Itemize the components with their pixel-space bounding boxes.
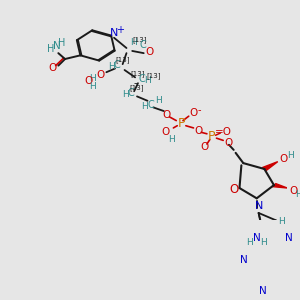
Text: H: H bbox=[296, 190, 300, 199]
Text: H: H bbox=[58, 38, 66, 48]
Text: [13]: [13] bbox=[133, 37, 147, 43]
Text: N: N bbox=[52, 41, 60, 51]
Text: O: O bbox=[162, 127, 170, 136]
Text: [13]: [13] bbox=[130, 84, 144, 91]
Text: O: O bbox=[289, 186, 297, 196]
Text: O: O bbox=[189, 107, 198, 118]
Text: N: N bbox=[285, 233, 293, 243]
Text: N: N bbox=[254, 201, 263, 211]
Text: C: C bbox=[128, 88, 135, 98]
Text: N: N bbox=[259, 286, 266, 296]
Text: O: O bbox=[84, 76, 92, 86]
Text: O: O bbox=[225, 138, 233, 148]
Text: [13]: [13] bbox=[146, 73, 160, 79]
Text: -: - bbox=[133, 78, 137, 88]
Text: H: H bbox=[155, 96, 161, 105]
Text: P: P bbox=[177, 117, 185, 130]
Text: H: H bbox=[168, 135, 175, 144]
Text: H: H bbox=[122, 90, 129, 99]
Text: H: H bbox=[130, 38, 136, 47]
Text: N: N bbox=[110, 28, 118, 38]
Text: C: C bbox=[147, 100, 154, 110]
Text: -: - bbox=[197, 105, 201, 115]
Text: [13]: [13] bbox=[116, 56, 130, 63]
Polygon shape bbox=[272, 184, 287, 188]
Text: C: C bbox=[140, 40, 146, 50]
Text: H: H bbox=[246, 238, 252, 247]
Text: C: C bbox=[138, 74, 145, 84]
Text: H: H bbox=[47, 44, 54, 54]
Polygon shape bbox=[262, 162, 278, 170]
Text: N: N bbox=[240, 255, 248, 265]
Text: H: H bbox=[88, 82, 95, 91]
Text: O: O bbox=[97, 70, 105, 80]
Text: O: O bbox=[229, 183, 238, 196]
Text: H: H bbox=[144, 76, 151, 85]
Text: H: H bbox=[90, 74, 96, 82]
Text: P: P bbox=[208, 130, 215, 143]
Text: +: + bbox=[116, 26, 124, 35]
Text: O: O bbox=[200, 142, 208, 152]
Text: O: O bbox=[279, 154, 288, 164]
Text: H: H bbox=[108, 62, 115, 71]
Text: H: H bbox=[260, 238, 267, 247]
Text: H: H bbox=[141, 102, 148, 111]
Text: O: O bbox=[49, 63, 57, 73]
Text: =O: =O bbox=[215, 127, 232, 137]
Text: C: C bbox=[113, 60, 120, 70]
Text: H: H bbox=[278, 217, 285, 226]
Text: O: O bbox=[163, 110, 171, 121]
Text: O: O bbox=[145, 47, 154, 57]
Text: N: N bbox=[253, 233, 261, 243]
Text: H: H bbox=[287, 151, 294, 160]
Text: [13]: [13] bbox=[131, 70, 145, 77]
Text: O: O bbox=[194, 126, 202, 136]
